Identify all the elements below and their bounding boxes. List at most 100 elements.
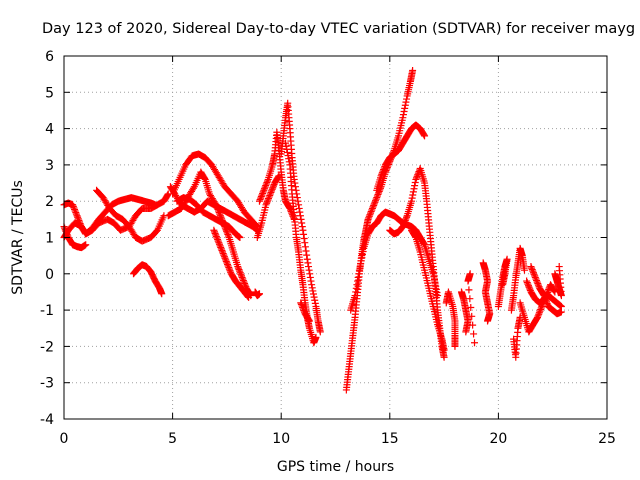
data-point bbox=[297, 300, 305, 308]
data-point bbox=[224, 230, 232, 238]
data-point bbox=[531, 273, 539, 281]
data-point bbox=[158, 290, 166, 298]
data-point bbox=[537, 306, 545, 314]
data-point bbox=[541, 295, 549, 303]
data-point bbox=[74, 215, 82, 223]
data-point bbox=[74, 213, 82, 221]
series-s09 bbox=[173, 194, 244, 241]
data-point bbox=[295, 201, 303, 209]
data-point bbox=[263, 199, 271, 207]
y-tick-label: -3 bbox=[40, 376, 54, 392]
data-point bbox=[235, 266, 243, 274]
data-point bbox=[359, 248, 367, 256]
data-point bbox=[264, 177, 272, 185]
data-point bbox=[263, 179, 271, 187]
series-s32 bbox=[551, 263, 565, 300]
data-point bbox=[305, 316, 313, 324]
data-point bbox=[401, 216, 409, 224]
data-point bbox=[380, 164, 388, 172]
data-point bbox=[213, 234, 221, 242]
data-point bbox=[222, 256, 230, 264]
data-point bbox=[372, 197, 380, 205]
data-point bbox=[535, 310, 543, 318]
data-point bbox=[237, 270, 245, 278]
data-point bbox=[401, 104, 409, 112]
data-point bbox=[356, 263, 364, 271]
data-point bbox=[217, 243, 225, 251]
data-point bbox=[259, 189, 267, 197]
data-point bbox=[403, 213, 411, 221]
data-point bbox=[451, 342, 459, 350]
data-point bbox=[499, 281, 507, 289]
data-point bbox=[367, 209, 375, 217]
data-point bbox=[358, 251, 366, 259]
data-point bbox=[368, 204, 376, 212]
data-point bbox=[223, 229, 231, 237]
data-point bbox=[295, 204, 303, 212]
data-point bbox=[373, 192, 381, 200]
data-point bbox=[300, 235, 308, 243]
data-point bbox=[217, 245, 225, 253]
data-point bbox=[300, 230, 308, 238]
data-point bbox=[351, 292, 359, 300]
data-point bbox=[401, 218, 409, 226]
y-tick-label: 2 bbox=[45, 194, 54, 210]
data-point bbox=[357, 260, 365, 268]
data-point bbox=[268, 187, 276, 195]
x-tick-label: 10 bbox=[272, 431, 290, 447]
data-point bbox=[403, 95, 411, 103]
data-point bbox=[540, 292, 548, 300]
data-point bbox=[440, 353, 448, 361]
data-point bbox=[275, 172, 283, 180]
data-point bbox=[526, 285, 534, 293]
data-point bbox=[303, 251, 311, 259]
data-point bbox=[244, 293, 252, 301]
data-point bbox=[308, 284, 316, 292]
data-point bbox=[234, 264, 242, 272]
data-point bbox=[262, 180, 270, 188]
data-point bbox=[72, 209, 80, 217]
data-point bbox=[282, 139, 290, 147]
data-point bbox=[257, 193, 265, 201]
data-point bbox=[408, 194, 416, 202]
data-point bbox=[225, 264, 233, 272]
data-point bbox=[462, 328, 470, 336]
data-point bbox=[164, 191, 172, 199]
data-point bbox=[306, 270, 314, 278]
data-point bbox=[399, 223, 407, 231]
data-point bbox=[73, 212, 81, 220]
data-point bbox=[369, 203, 377, 211]
data-point bbox=[298, 302, 306, 310]
data-point bbox=[411, 182, 419, 190]
data-point bbox=[542, 298, 550, 306]
data-point bbox=[410, 185, 418, 193]
data-point bbox=[298, 223, 306, 231]
data-point bbox=[411, 179, 419, 187]
series-s24 bbox=[464, 270, 479, 347]
data-point bbox=[260, 185, 268, 193]
y-tick-label: -4 bbox=[40, 412, 54, 428]
data-point bbox=[409, 188, 417, 196]
data-point bbox=[399, 221, 407, 229]
data-point bbox=[75, 216, 83, 224]
data-point bbox=[400, 219, 408, 227]
data-point bbox=[267, 188, 275, 196]
data-point bbox=[309, 287, 317, 295]
data-points bbox=[60, 67, 565, 394]
data-point bbox=[400, 107, 408, 115]
data-point bbox=[412, 174, 420, 182]
series-s04 bbox=[93, 186, 168, 245]
data-point bbox=[283, 145, 291, 153]
data-point bbox=[285, 155, 293, 163]
chart-title: Day 123 of 2020, Sidereal Day-to-day VTE… bbox=[42, 21, 635, 37]
data-point bbox=[484, 317, 492, 325]
data-point bbox=[189, 184, 197, 192]
data-point bbox=[466, 295, 474, 303]
data-point bbox=[82, 241, 90, 249]
data-point bbox=[370, 200, 378, 208]
data-point bbox=[304, 259, 312, 267]
data-point bbox=[224, 232, 232, 240]
data-point bbox=[353, 281, 361, 289]
data-point bbox=[240, 278, 248, 286]
